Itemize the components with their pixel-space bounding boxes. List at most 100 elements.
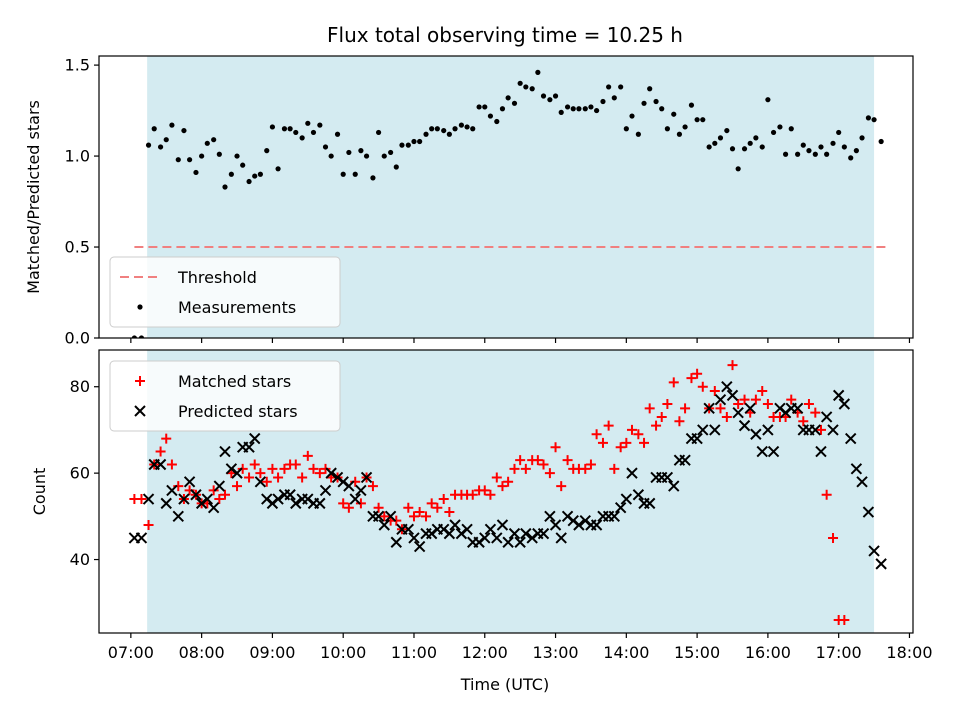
data-point	[434, 126, 440, 132]
data-point	[201, 493, 214, 505]
data-point	[388, 149, 394, 156]
data-point	[644, 403, 655, 414]
data-point	[499, 106, 506, 112]
data-point	[467, 489, 478, 500]
data-point	[232, 481, 243, 492]
data-point	[491, 472, 502, 483]
data-point	[234, 153, 240, 159]
data-point	[172, 510, 184, 523]
data-point	[647, 86, 653, 92]
data-point	[782, 151, 789, 157]
data-point	[671, 111, 677, 117]
data-point	[529, 86, 535, 92]
legend-marker	[134, 405, 146, 417]
data-point	[580, 463, 591, 474]
data-point	[222, 184, 228, 190]
data-point	[325, 467, 337, 479]
x-tick-label: 08:00	[179, 643, 225, 662]
data-point	[615, 442, 626, 453]
data-point	[502, 536, 514, 548]
data-point	[503, 476, 514, 487]
data-point	[747, 140, 753, 146]
y-tick-label: 1.0	[65, 147, 90, 166]
data-point	[821, 489, 832, 500]
data-point	[487, 113, 494, 119]
x-tick-label: 10:00	[320, 643, 366, 662]
y-tick-label: 80	[70, 377, 90, 396]
data-point	[136, 494, 147, 505]
data-point	[381, 153, 387, 159]
data-point	[373, 502, 384, 513]
data-point	[169, 122, 175, 128]
data-point	[310, 129, 317, 136]
data-point	[712, 140, 718, 146]
data-point	[246, 178, 252, 185]
data-point	[178, 493, 190, 505]
data-point	[520, 463, 531, 474]
data-point	[576, 106, 582, 112]
data-point	[841, 144, 847, 150]
data-point	[517, 80, 523, 86]
data-point	[143, 519, 154, 530]
data-point	[355, 484, 367, 497]
data-point	[717, 135, 724, 141]
data-point	[138, 335, 145, 338]
data-point	[591, 429, 602, 440]
data-point	[432, 502, 443, 513]
data-point	[828, 532, 839, 543]
data-point	[750, 394, 761, 405]
count-panel: 40 60 80 07:00 08:00 09:00 10:00 11:00 12:00 13:0…	[30, 349, 933, 662]
data-point	[249, 459, 260, 470]
data-point	[550, 442, 561, 453]
data-point	[643, 497, 656, 510]
data-point	[187, 157, 193, 163]
data-point	[824, 151, 830, 157]
data-point	[216, 151, 222, 157]
legend-label: Matched stars	[178, 372, 291, 391]
data-point	[757, 386, 768, 397]
data-point	[682, 124, 688, 130]
data-point	[343, 480, 355, 492]
data-point	[798, 416, 809, 427]
data-point	[806, 148, 812, 154]
data-point	[155, 446, 166, 457]
data-point	[633, 429, 644, 440]
data-point	[727, 360, 738, 371]
data-point	[154, 458, 167, 471]
data-point	[609, 463, 620, 474]
data-point	[635, 131, 641, 137]
data-point	[791, 402, 804, 415]
data-point	[535, 69, 541, 75]
legend-box	[109, 256, 341, 328]
data-point	[820, 411, 833, 423]
data-point	[444, 507, 455, 518]
data-point	[594, 107, 600, 114]
data-point	[367, 481, 378, 492]
data-point	[549, 519, 562, 531]
data-point	[426, 498, 437, 509]
data-point	[770, 129, 777, 136]
legend-label: Measurements	[178, 298, 296, 317]
data-point	[219, 445, 231, 458]
y-tick-label: 0.0	[65, 329, 90, 348]
data-point	[411, 138, 417, 145]
data-point	[417, 138, 423, 145]
data-point	[287, 126, 293, 132]
data-point	[421, 511, 432, 522]
data-point	[795, 151, 801, 157]
data-point	[603, 420, 614, 431]
data-point	[142, 493, 155, 505]
data-point	[865, 115, 872, 121]
data-point	[199, 153, 205, 159]
data-point	[438, 494, 449, 505]
legend-label: Threshold	[177, 268, 257, 287]
data-point	[252, 173, 258, 179]
data-point	[458, 122, 465, 128]
data-point	[231, 467, 243, 479]
data-point	[405, 142, 411, 148]
data-point	[213, 480, 226, 492]
data-point	[166, 484, 178, 497]
data-point	[614, 501, 627, 514]
data-point	[349, 493, 361, 505]
data-point	[815, 445, 827, 458]
